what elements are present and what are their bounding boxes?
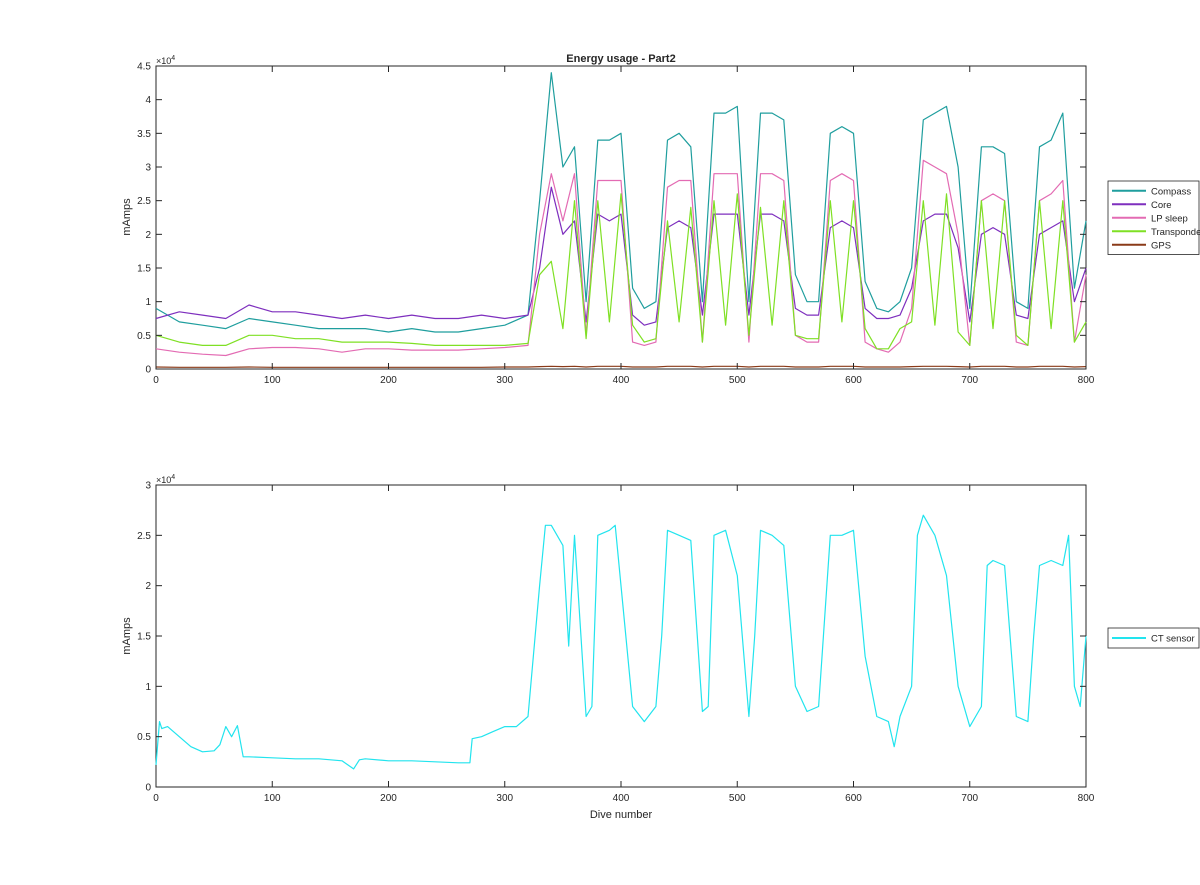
y-tick-label: 0.5 [137,331,151,342]
series-line-gps [155,365,1087,368]
x-tick-label: 300 [496,793,513,804]
y-scale-power: 4 [171,474,175,481]
x-tick-label: 500 [729,375,746,386]
y-scale-base: ×10 [156,56,171,66]
y-tick-label: 1.5 [137,632,151,643]
y-scale-exponent: ×104 [156,55,175,66]
y-scale-exponent: ×104 [156,474,175,485]
x-tick-label: 100 [264,793,281,804]
legend-entry: Core [1151,200,1172,211]
x-tick-label: 0 [153,793,159,804]
legend-entry: Compass [1151,186,1191,197]
x-tick-label: 600 [845,793,862,804]
y-tick-label: 2 [145,581,151,592]
y-scale-power: 4 [171,55,175,62]
y-axis-label: mAmps [121,198,133,236]
legend-entry: GPS [1151,240,1171,251]
x-tick-label: 100 [264,375,281,386]
legend: Compass Core LP sleep Transponder GPS [1107,180,1200,255]
legend-entry: LP sleep [1151,213,1188,224]
x-tick-label: 0 [153,375,159,386]
x-tick-label: 500 [729,793,746,804]
energy-usage-plot: 0 100 200 300 400 500 600 700 800 0 0.5 1 1.5 2 2.5 3 3… [121,53,1200,386]
y-tick-label: 1 [145,297,151,308]
x-tick-label: 700 [961,375,978,386]
x-tick-label: 200 [380,793,397,804]
x-tick-label: 200 [380,375,397,386]
y-tick-label: 3 [145,481,151,492]
x-tick-label: 300 [496,375,513,386]
x-tick-label: 800 [1078,375,1095,386]
y-tick-label: 4 [145,95,151,106]
series-line-lp-sleep [155,159,1087,357]
y-tick-label: 0 [145,783,151,794]
legend-entry: CT sensor [1151,634,1195,645]
x-axis-label: Dive number [590,809,653,821]
y-tick-label: 3 [145,163,151,174]
x-tick-label: 700 [961,793,978,804]
plot-area [155,484,1087,788]
series-line-transponder [155,193,1087,350]
y-tick-label: 0 [145,365,151,376]
chart-title: Energy usage - Part2 [566,53,675,65]
y-axis-label: mAmps [121,617,133,655]
series-line-ct-sensor [155,514,1087,770]
x-tick-label: 400 [613,793,630,804]
x-tick-label: 600 [845,375,862,386]
x-tick-label: 800 [1078,793,1095,804]
y-tick-label: 1.5 [137,264,151,275]
y-tick-label: 2 [145,230,151,241]
legend-entry: Transponder [1151,227,1200,238]
y-tick-label: 3.5 [137,129,151,140]
ct-sensor-plot: 0 100 200 300 400 500 600 700 800 00.511.522.53 … [121,474,1200,821]
legend: CT sensor [1107,627,1200,649]
x-tick-label: 400 [613,375,630,386]
y-tick-label: 0.5 [137,732,151,743]
y-scale-base: ×10 [156,475,171,485]
series-line-compass [155,72,1087,333]
y-tick-label: 4.5 [137,62,151,73]
y-tick-label: 2.5 [137,196,151,207]
legend-box [1107,627,1200,649]
y-tick-label: 2.5 [137,531,151,542]
y-tick-label: 1 [145,682,151,693]
